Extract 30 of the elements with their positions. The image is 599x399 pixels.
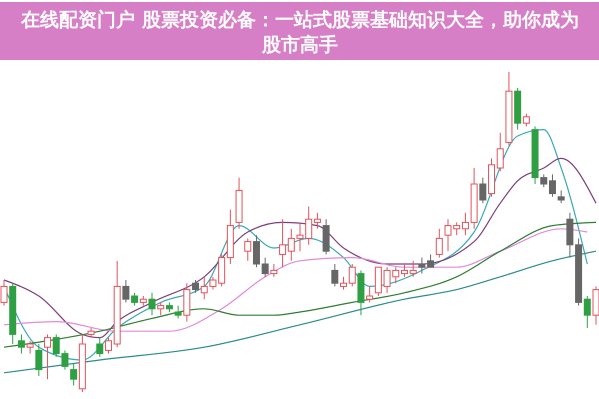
candlestick — [200, 276, 208, 300]
candlestick — [70, 362, 78, 386]
candlestick — [166, 302, 173, 312]
candlestick — [270, 264, 278, 278]
candlestick — [148, 292, 156, 316]
candlestick — [244, 238, 252, 262]
candlestick — [61, 350, 68, 370]
candlestick — [314, 212, 321, 230]
candlestick — [52, 334, 60, 358]
chart-title: 在线配资门户 股票投资必备：一站式股票基础知识大全，助你成为股市高手 — [20, 9, 579, 56]
candlestick — [479, 177, 486, 204]
candlestick — [96, 337, 104, 358]
candlestick — [279, 218, 286, 268]
candlestick — [157, 302, 164, 316]
candlestick — [366, 286, 374, 303]
candlestick — [140, 296, 147, 306]
candlestick — [131, 292, 138, 306]
candlestick — [18, 334, 25, 354]
candlestick — [436, 228, 443, 258]
candlestick — [26, 340, 34, 354]
candlestick — [44, 334, 52, 380]
candlestick — [331, 264, 338, 287]
candlestick — [192, 280, 200, 294]
candlestick — [558, 190, 565, 204]
candlestick — [88, 328, 95, 338]
candlestick — [522, 113, 530, 127]
candlestick — [584, 296, 591, 328]
candlestick — [35, 344, 42, 376]
candlestick — [174, 305, 182, 319]
candlestick — [122, 280, 130, 303]
